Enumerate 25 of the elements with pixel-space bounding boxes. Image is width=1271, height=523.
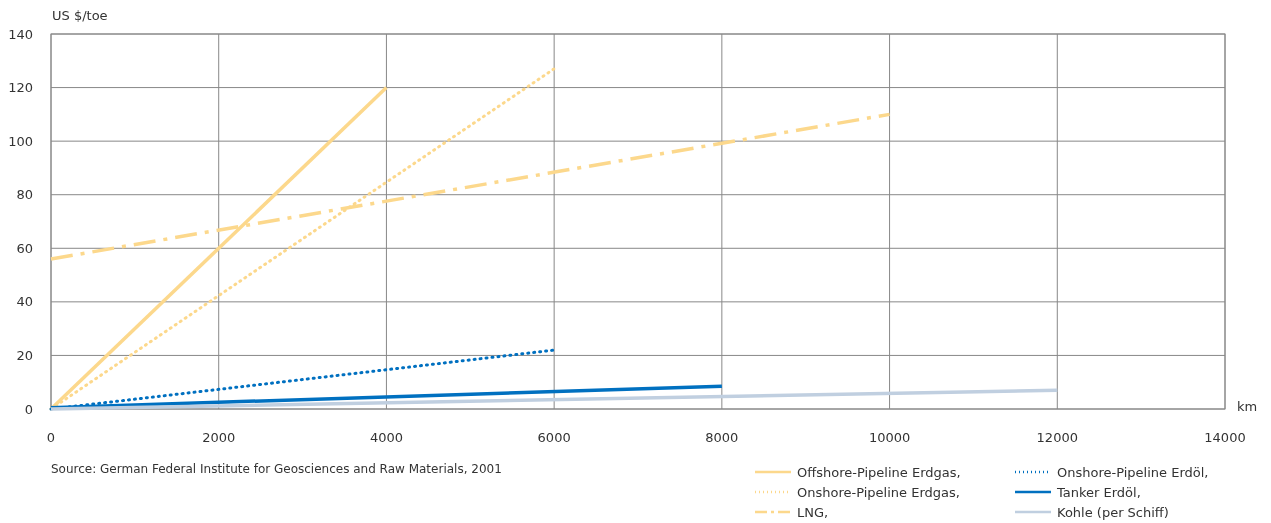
x-tick-label: 8000 [705,430,739,445]
legend-label: LNG, [797,504,829,520]
y-tick-label: 0 [24,401,33,417]
y-tick-label: 40 [16,294,33,310]
x-tick-label: 2000 [202,430,236,445]
y-tick-label: 80 [16,187,33,203]
x-tick-label: 6000 [537,430,571,445]
x-tick-label: 12000 [1036,430,1078,445]
legend-label: Onshore-Pipeline Erdöl, [1057,464,1209,480]
source-note: Source: German Federal Institute for Geosciences and Raw Materials, 2001 [51,462,502,476]
legend-label: Onshore-Pipeline Erdgas, [797,484,960,500]
legend-label: Offshore-Pipeline Erdgas, [797,464,961,480]
y-tick-label: 120 [8,80,33,96]
legend-label: Kohle (per Schiff) [1057,504,1169,520]
x-tick-label: 4000 [369,430,403,445]
y-tick-label: 100 [8,133,33,149]
x-axis-title: km [1237,399,1258,414]
y-axis-title: US $/toe [52,8,108,23]
x-tick-label: 10000 [868,430,911,445]
x-tick-label: 14000 [1204,430,1246,445]
y-tick-label: 20 [16,347,33,363]
x-tick-label: 0 [46,430,56,445]
legend-label: Tanker Erdöl, [1056,484,1141,500]
y-tick-label: 140 [8,26,33,42]
y-tick-label: 60 [16,240,33,256]
